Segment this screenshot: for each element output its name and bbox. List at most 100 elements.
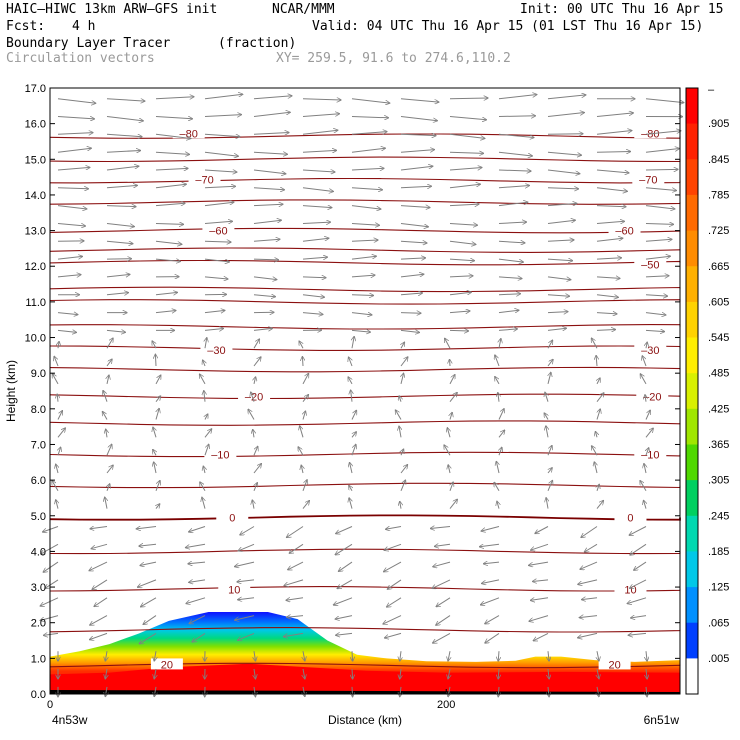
- circulation-vector: [350, 462, 353, 474]
- circulation-vector: [485, 632, 500, 643]
- isotherm-label: 0: [627, 513, 633, 525]
- circulation-vector: [287, 616, 304, 618]
- circulation-vector: [52, 481, 59, 492]
- colorbar-swatch: [686, 622, 698, 659]
- circulation-vector: [43, 561, 59, 572]
- circulation-vector: [646, 342, 647, 349]
- circulation-vector: [57, 394, 58, 402]
- circulation-vector: [253, 204, 283, 205]
- colorbar-label: .005: [708, 653, 729, 665]
- circulation-vector: [495, 377, 500, 385]
- colorbar-swatch: [686, 301, 698, 338]
- circulation-vector: [204, 133, 240, 136]
- circulation-vector: [645, 395, 646, 402]
- circulation-vector: [645, 256, 670, 260]
- isotherm-label: 0: [229, 513, 235, 525]
- circulation-vector: [352, 651, 353, 661]
- circulation-vector: [432, 579, 451, 589]
- circulation-vector: [646, 651, 647, 661]
- isotherm-line: [49, 299, 681, 305]
- circulation-vector: [401, 449, 404, 456]
- circulation-vector: [204, 429, 212, 438]
- circulation-vector: [254, 651, 256, 661]
- circulation-vector: [498, 241, 525, 243]
- circulation-vector: [547, 340, 553, 349]
- circulation-vector: [107, 375, 109, 385]
- circulation-vector: [384, 543, 402, 550]
- circulation-vector: [596, 131, 632, 135]
- circulation-vector: [482, 579, 500, 584]
- circulation-vector: [203, 360, 205, 367]
- colorbar-label: .845: [708, 154, 729, 166]
- circulation-vector: [253, 295, 276, 297]
- circulation-vector: [106, 359, 112, 367]
- terrain-line: [50, 690, 680, 694]
- circulation-vector: [629, 526, 647, 536]
- circulation-vector: [54, 356, 59, 367]
- circulation-vector: [596, 393, 604, 403]
- circulation-vector: [289, 543, 304, 553]
- colorbar-label: .785: [708, 190, 729, 202]
- circulation-vector: [496, 461, 499, 474]
- circulation-vector: [139, 632, 157, 643]
- circulation-vector: [302, 373, 309, 385]
- circulation-vector: [106, 293, 129, 295]
- circulation-vector: [399, 426, 401, 438]
- circulation-vector: [335, 543, 353, 555]
- circulation-vector: [498, 222, 527, 224]
- isotherm-label-bg: [634, 258, 667, 270]
- circulation-vector: [43, 633, 59, 635]
- circulation-vector: [303, 651, 305, 661]
- circulation-vector: [645, 98, 684, 103]
- circulation-vector: [204, 391, 205, 402]
- circulation-vector: [253, 339, 260, 349]
- circulation-vector: [351, 98, 390, 103]
- y-tick-label: 0.0: [31, 689, 46, 701]
- circulation-vector: [399, 396, 401, 402]
- circulation-vector: [445, 338, 451, 349]
- isotherm-line: [49, 420, 681, 426]
- circulation-vector: [186, 597, 206, 604]
- y-tick-label: 9.0: [31, 368, 46, 380]
- circulation-vector: [155, 152, 190, 154]
- circulation-vector: [449, 204, 479, 206]
- circulation-vector: [644, 500, 647, 509]
- circulation-vector: [204, 277, 228, 279]
- y-tick-label: 12.0: [25, 261, 46, 273]
- isotherm-line: [49, 259, 681, 266]
- circulation-vector: [498, 116, 536, 117]
- circulation-vector: [449, 292, 471, 296]
- circulation-vector: [237, 632, 255, 640]
- circulation-vector: [547, 151, 582, 155]
- circulation-vector: [57, 133, 93, 135]
- colorbar-label: .185: [708, 546, 729, 558]
- isotherm-label-bg: [202, 224, 235, 236]
- circulation-vector: [395, 410, 402, 420]
- circulation-vector: [430, 527, 451, 529]
- circulation-vector: [351, 205, 381, 210]
- circulation-vector: [253, 446, 258, 456]
- circulation-vector: [400, 313, 421, 314]
- circulation-vector: [299, 341, 303, 349]
- circulation-vector: [548, 372, 551, 385]
- isotherm-label: –70: [639, 175, 657, 187]
- circulation-vector: [351, 188, 383, 190]
- circulation-vector: [302, 277, 326, 278]
- circulation-vector: [253, 328, 273, 330]
- circulation-vector: [155, 184, 186, 189]
- circulation-vector: [450, 482, 453, 491]
- circulation-vector: [640, 481, 647, 492]
- circulation-vector: [143, 615, 157, 625]
- plot-frame: [49, 87, 681, 695]
- circulation-vector: [302, 222, 331, 223]
- circulation-vector: [640, 374, 647, 385]
- circulation-vector: [253, 152, 288, 154]
- circulation-vector: [547, 359, 553, 367]
- circulation-vector: [400, 166, 433, 171]
- circulation-vector: [449, 259, 475, 261]
- circulation-vector: [498, 186, 530, 188]
- circulation-vector: [531, 543, 549, 550]
- circulation-vector: [449, 116, 487, 120]
- circulation-vector: [352, 336, 354, 349]
- isotherm-line: [49, 345, 681, 351]
